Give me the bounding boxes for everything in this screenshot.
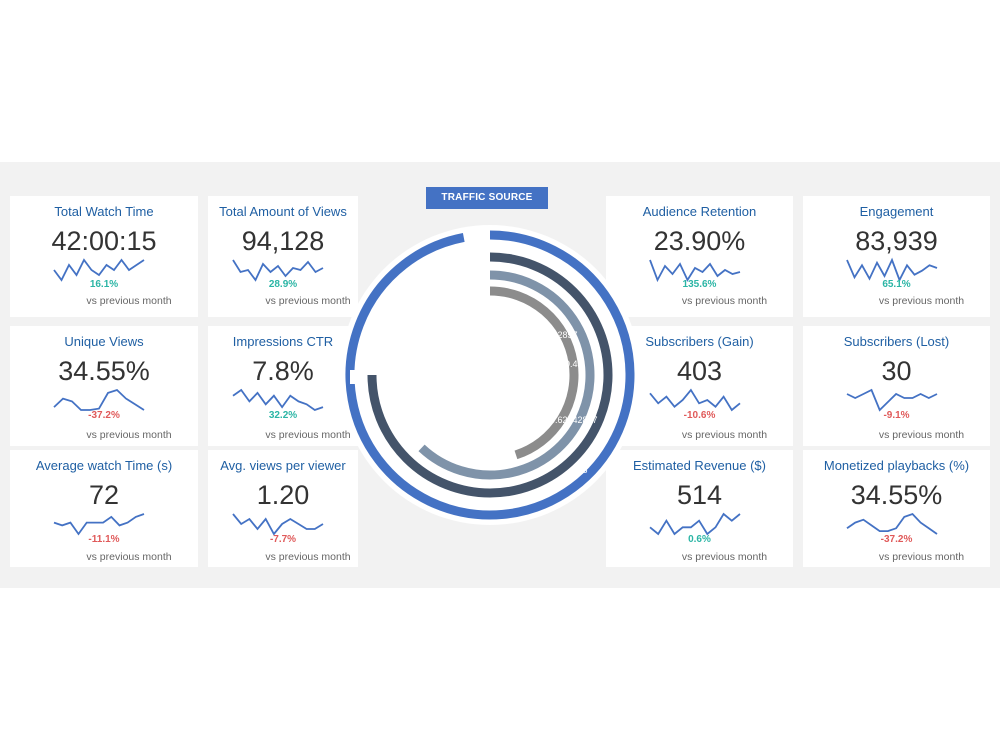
sparkline-path <box>53 513 145 536</box>
donut-ring-4[interactable] <box>489 286 579 460</box>
sparkline-path <box>845 512 938 535</box>
kpi-card-subscribers-lost: Subscribers (Lost) 30 -9.1% vs previous mon… <box>803 326 990 446</box>
kpi-card-subscribers-gain: Subscribers (Gain) 403 -10.6% vs previous m… <box>606 326 793 446</box>
kpi-title: Subscribers (Lost) <box>843 334 950 349</box>
sparkline-path <box>648 512 741 536</box>
donut-ring-label: 0.62142857 <box>550 415 598 425</box>
kpi-value: 30 <box>881 356 912 386</box>
kpi-comparison-label: vs previous month <box>681 551 768 563</box>
kpi-change: -37.2% <box>880 534 913 545</box>
kpi-value: 83,939 <box>855 226 938 256</box>
sparkline <box>845 257 937 283</box>
kpi-value: 514 <box>676 480 723 510</box>
kpi-change: -10.6% <box>683 410 716 421</box>
kpi-change: 32.2% <box>268 410 298 421</box>
kpi-title: Total Amount of Views <box>219 204 347 219</box>
sparkline-path <box>232 388 324 412</box>
kpi-title: Monetized playbacks (%) <box>823 458 970 473</box>
kpi-card-average-watch-time: Average watch Time (s) 72 -11.1% vs previou… <box>10 450 198 567</box>
donut-ring-label: 0.45 <box>565 359 583 369</box>
kpi-value: 7.8% <box>252 356 314 386</box>
donut-ring-label: 0.75 <box>570 465 588 475</box>
kpi-title: Unique Views <box>64 334 144 349</box>
kpi-comparison-label: vs previous month <box>86 429 172 441</box>
sparkline <box>845 512 938 535</box>
kpi-change: -9.1% <box>883 410 910 421</box>
sparkline <box>846 388 937 412</box>
sparkline-path <box>648 259 740 283</box>
kpi-comparison-label: vs previous month <box>878 551 965 563</box>
sparkline <box>232 513 324 536</box>
kpi-card-impressions-ctr: Impressions CTR 7.8% 32.2% vs previous mont… <box>208 326 358 446</box>
kpi-value: 72 <box>88 480 120 510</box>
sparkline <box>648 512 741 536</box>
kpi-title: Total Watch Time <box>54 204 154 219</box>
kpi-value: 42:00:15 <box>51 226 157 256</box>
kpi-change: 65.1% <box>882 279 911 290</box>
sparkline <box>232 388 324 412</box>
kpi-comparison-label: vs previous month <box>265 295 351 307</box>
sparkline-path <box>648 388 741 412</box>
sparkline-path <box>232 513 324 536</box>
kpi-card-estimated-revenue: Estimated Revenue ($) 514 0.6% vs previous … <box>606 450 793 567</box>
kpi-title: Impressions CTR <box>232 334 334 349</box>
kpi-value: 403 <box>676 356 723 386</box>
kpi-title: Subscribers (Gain) <box>645 334 754 349</box>
sparkline-path <box>53 258 145 282</box>
kpi-value: 34.55% <box>58 356 150 386</box>
kpi-change: 0.6% <box>688 534 711 545</box>
kpi-comparison-label: vs previous month <box>265 551 351 563</box>
kpi-change: -11.1% <box>88 534 120 545</box>
kpi-title: Audience Retention <box>642 204 757 219</box>
traffic-source-donut: 0.142857 0.45 0.62142857 0.75 <box>340 225 640 525</box>
kpi-change: 16.1% <box>89 279 119 290</box>
sparkline-path <box>53 388 145 411</box>
donut-background <box>340 225 640 525</box>
kpi-value: 23.90% <box>653 226 746 256</box>
kpi-change: -37.2% <box>88 410 120 421</box>
kpi-comparison-label: vs previous month <box>265 429 351 441</box>
kpi-title: Average watch Time (s) <box>35 458 173 473</box>
donut-ring-3[interactable] <box>418 270 595 480</box>
sparkline <box>648 388 741 412</box>
donut-gap <box>350 370 364 384</box>
sparkline-path <box>845 257 937 283</box>
donut-ring-1[interactable] <box>345 230 635 520</box>
kpi-title: Engagement <box>859 204 934 219</box>
kpi-change: 135.6% <box>682 279 717 290</box>
kpi-value: 94,128 <box>241 226 325 256</box>
donut-ring-2[interactable] <box>367 252 613 498</box>
kpi-card-engagement: Engagement 83,939 65.1% vs previous month <box>803 196 990 317</box>
kpi-card-total-views: Total Amount of Views 94,128 28.9% vs previ… <box>208 196 358 317</box>
sparkline <box>53 258 145 282</box>
kpi-card-total-watch-time: Total Watch Time 42:00:15 16.1% vs previous… <box>10 196 198 317</box>
kpi-card-monetized-playbacks: Monetized playbacks (%) 34.55% -37.2% vs pr… <box>803 450 990 567</box>
kpi-comparison-label: vs previous month <box>681 295 768 307</box>
kpi-comparison-label: vs previous month <box>681 429 768 441</box>
kpi-value: 1.20 <box>256 480 310 510</box>
sparkline-path <box>232 259 324 282</box>
sparkline <box>53 513 145 536</box>
kpi-comparison-label: vs previous month <box>86 295 172 307</box>
donut-ring-label: 0.142857 <box>540 330 578 340</box>
kpi-value: 34.55% <box>850 480 943 510</box>
kpi-comparison-label: vs previous month <box>878 295 965 307</box>
kpi-change: 28.9% <box>268 279 298 290</box>
sparkline <box>232 259 324 282</box>
kpi-card-audience-retention: Audience Retention 23.90% 135.6% vs previou… <box>606 196 793 317</box>
kpi-comparison-label: vs previous month <box>878 429 965 441</box>
kpi-title: Estimated Revenue ($) <box>633 458 766 473</box>
sparkline <box>53 388 145 411</box>
sparkline <box>648 259 740 283</box>
traffic-source-button[interactable]: TRAFFIC SOURCE <box>426 187 548 209</box>
sparkline-path <box>846 388 937 412</box>
kpi-change: -7.7% <box>269 534 297 545</box>
kpi-comparison-label: vs previous month <box>86 551 172 563</box>
kpi-title: Avg. views per viewer <box>220 458 346 473</box>
kpi-card-unique-views: Unique Views 34.55% -37.2% vs previous mont… <box>10 326 198 446</box>
kpi-card-avg-views-per-viewer: Avg. views per viewer 1.20 -7.7% vs previou… <box>208 450 358 567</box>
